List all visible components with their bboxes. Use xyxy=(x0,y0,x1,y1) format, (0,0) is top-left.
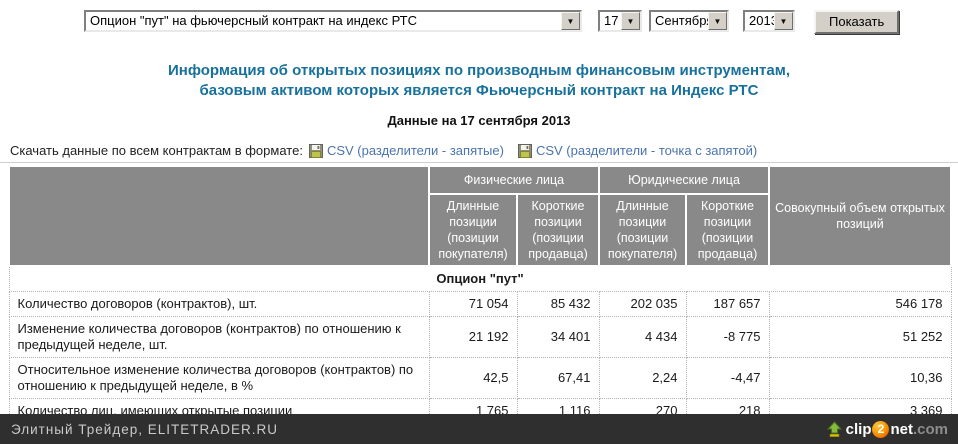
cell-value: 546 178 xyxy=(768,291,952,317)
row-label: Относительное изменение количества догов… xyxy=(8,357,430,399)
footer-bar: Элитный Трейдер, ELITETRADER.RU clip 2 n… xyxy=(0,414,958,444)
corner-header-cell xyxy=(8,165,430,267)
cell-value: 187 657 xyxy=(685,291,770,317)
chevron-down-icon[interactable]: ▼ xyxy=(621,12,640,30)
day-select-value: 17 xyxy=(604,13,619,28)
year-select[interactable]: 2013 ▼ xyxy=(743,10,795,32)
clip2net-net: net xyxy=(890,420,913,438)
download-bar: Скачать данные по всем контрактам в форм… xyxy=(10,143,958,158)
table-row: Относительное изменение количества догов… xyxy=(8,357,952,399)
cell-value: 42,5 xyxy=(428,357,518,399)
group-header-individuals: Физические лица xyxy=(428,165,600,195)
cell-value: 2,24 xyxy=(598,357,687,399)
month-select-value: Сентября xyxy=(655,13,708,28)
download-label: Скачать данные по всем контрактам в форм… xyxy=(10,143,303,158)
cell-value: 67,41 xyxy=(516,357,600,399)
cell-value: 51 252 xyxy=(768,316,952,358)
cell-value: 10,36 xyxy=(768,357,952,399)
year-select-value: 2013 xyxy=(749,13,774,28)
cell-value: 34 401 xyxy=(516,316,600,358)
chevron-down-icon[interactable]: ▼ xyxy=(708,12,727,30)
cell-value: -8 775 xyxy=(685,316,770,358)
cell-value: 85 432 xyxy=(516,291,600,317)
toolbar: Опцион "пут" на фьючерсный контракт на и… xyxy=(84,10,958,34)
row-label: Изменение количества договоров (контракт… xyxy=(8,316,430,358)
page-title-line1: Информация об открытых позициях по произ… xyxy=(167,62,791,79)
page-title: Информация об открытых позициях по произ… xyxy=(0,61,958,101)
clip2net-clip: clip xyxy=(845,420,872,438)
csv-link-comma-label: CSV (разделители - запятые) xyxy=(326,143,504,158)
cell-value: 21 192 xyxy=(428,316,518,358)
open-positions-table: Физические лица Юридические лица Совокуп… xyxy=(8,165,953,424)
group-header-legal: Юридические лица xyxy=(597,165,771,195)
clip2net-com: .com xyxy=(912,420,948,438)
table-row: Количество договоров (контрактов), шт. 7… xyxy=(8,291,952,317)
month-select[interactable]: Сентября ▼ xyxy=(649,10,729,32)
data-date-subtitle: Данные на 17 сентября 2013 xyxy=(387,113,571,128)
show-button[interactable]: Показать xyxy=(814,10,900,34)
cell-value: -4,47 xyxy=(685,357,770,399)
subheader-individuals-long: Длинные позиции (позиции покупателя) xyxy=(428,193,518,267)
instrument-select[interactable]: Опцион "пут" на фьючерсный контракт на и… xyxy=(84,10,582,32)
section-row: Опцион "пут" xyxy=(8,265,952,292)
group-header-total: Совокупный объем открытых позиций xyxy=(768,165,953,267)
instrument-select-value: Опцион "пут" на фьючерсный контракт на и… xyxy=(90,13,417,28)
section-title: Опцион "пут" xyxy=(8,265,952,292)
subheader-legal-long: Длинные позиции (позиции покупателя) xyxy=(598,193,687,267)
clip2net-logo[interactable]: clip 2 net .com xyxy=(826,420,948,438)
day-select[interactable]: 17 ▼ xyxy=(598,10,642,32)
divider xyxy=(0,162,958,163)
page-title-line2: базовым активом которых является Фьючерс… xyxy=(199,82,759,99)
footer-credit: Элитный Трейдер, ELITETRADER.RU xyxy=(11,421,279,437)
subheader-individuals-short: Короткие позиции (позиции продавца) xyxy=(516,193,600,267)
table-sub-header-row: Длинные позиции (позиции покупателя) Кор… xyxy=(9,193,951,267)
table-group-header-row: Физические лица Юридические лица Совокуп… xyxy=(8,165,953,267)
floppy-disk-icon xyxy=(308,143,323,158)
chevron-down-icon[interactable]: ▼ xyxy=(561,12,580,30)
cell-value: 202 035 xyxy=(598,291,687,317)
csv-link-semicolon-label: CSV (разделители - точка с запятой) xyxy=(535,143,758,158)
row-label: Количество договоров (контрактов), шт. xyxy=(8,291,430,317)
subheader-legal-short: Короткие позиции (позиции продавца) xyxy=(684,193,771,267)
csv-link-semicolon[interactable]: CSV (разделители - точка с запятой) xyxy=(517,143,758,158)
chevron-down-icon[interactable]: ▼ xyxy=(774,12,793,30)
csv-link-comma[interactable]: CSV (разделители - запятые) xyxy=(308,143,504,158)
upload-arrow-icon xyxy=(826,420,842,437)
cell-value: 4 434 xyxy=(598,316,687,358)
cell-value: 71 054 xyxy=(428,291,518,317)
floppy-disk-icon xyxy=(517,143,532,158)
clip2net-two-badge: 2 xyxy=(872,420,890,438)
table-row: Изменение количества договоров (контракт… xyxy=(8,316,952,358)
